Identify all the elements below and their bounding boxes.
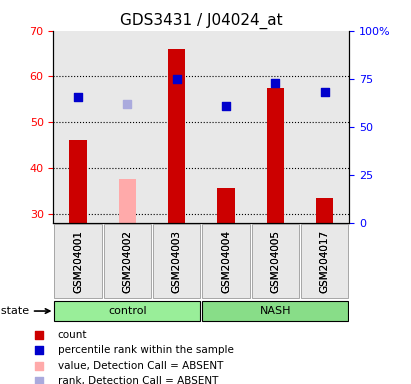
FancyBboxPatch shape xyxy=(301,224,349,298)
Point xyxy=(36,332,42,338)
Bar xyxy=(53,31,103,223)
Text: GSM204017: GSM204017 xyxy=(320,230,330,293)
FancyBboxPatch shape xyxy=(202,301,349,321)
Bar xyxy=(201,31,251,223)
FancyBboxPatch shape xyxy=(104,224,151,298)
Text: GSM204004: GSM204004 xyxy=(221,230,231,293)
Text: rank, Detection Call = ABSENT: rank, Detection Call = ABSENT xyxy=(58,376,218,384)
Bar xyxy=(69,141,87,223)
Text: count: count xyxy=(58,330,87,340)
FancyBboxPatch shape xyxy=(54,224,102,298)
Text: GSM204004: GSM204004 xyxy=(221,230,231,293)
Bar xyxy=(267,88,284,223)
Text: percentile rank within the sample: percentile rank within the sample xyxy=(58,345,233,355)
Text: GSM204005: GSM204005 xyxy=(270,230,280,293)
Title: GDS3431 / J04024_at: GDS3431 / J04024_at xyxy=(120,13,283,29)
FancyBboxPatch shape xyxy=(202,224,250,298)
Bar xyxy=(119,179,136,223)
Bar xyxy=(251,31,300,223)
Point xyxy=(36,347,42,353)
Bar xyxy=(217,189,235,223)
Point xyxy=(36,362,42,369)
Bar xyxy=(168,49,185,223)
FancyBboxPatch shape xyxy=(153,224,201,298)
Text: GSM204001: GSM204001 xyxy=(73,230,83,293)
Bar xyxy=(152,31,201,223)
Text: value, Detection Call = ABSENT: value, Detection Call = ABSENT xyxy=(58,361,223,371)
Point xyxy=(36,378,42,384)
Text: disease state: disease state xyxy=(0,306,50,316)
Text: control: control xyxy=(108,306,147,316)
Point xyxy=(75,94,81,100)
Text: GSM204001: GSM204001 xyxy=(73,230,83,293)
Text: NASH: NASH xyxy=(260,306,291,316)
FancyBboxPatch shape xyxy=(54,301,201,321)
Point xyxy=(124,101,131,107)
Point xyxy=(321,89,328,96)
Bar xyxy=(103,31,152,223)
Text: GSM204005: GSM204005 xyxy=(270,230,280,293)
Text: GSM204003: GSM204003 xyxy=(172,230,182,293)
Text: GSM204003: GSM204003 xyxy=(172,230,182,293)
FancyBboxPatch shape xyxy=(252,224,299,298)
Bar xyxy=(300,31,349,223)
Text: GSM204002: GSM204002 xyxy=(122,230,132,293)
Point xyxy=(272,80,279,86)
Point xyxy=(173,76,180,82)
Bar xyxy=(316,198,333,223)
Text: GSM204017: GSM204017 xyxy=(320,230,330,293)
Text: GSM204002: GSM204002 xyxy=(122,230,132,293)
Point xyxy=(223,103,229,109)
